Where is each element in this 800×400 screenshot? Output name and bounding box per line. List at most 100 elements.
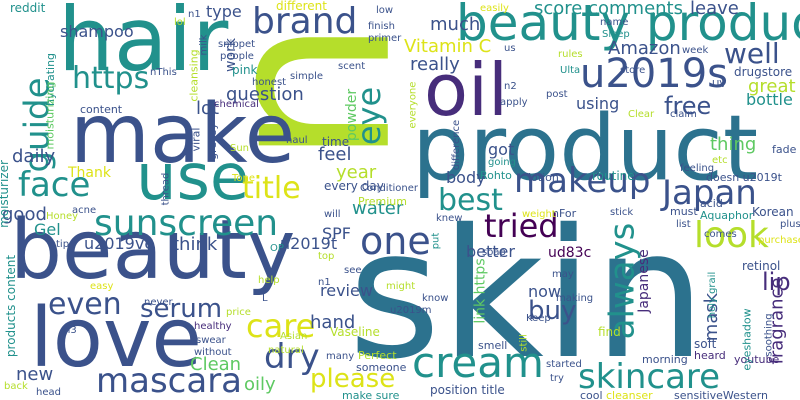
word-snippet: snippet	[218, 39, 256, 50]
word-buy: buy	[528, 296, 577, 326]
word-price: price	[226, 307, 251, 318]
word-ud83c: ud83c	[548, 245, 592, 261]
word-difference: difference	[451, 119, 463, 171]
word-find: find	[598, 325, 621, 339]
word-sleep: Sleep	[602, 29, 630, 40]
word-finish: finish	[368, 21, 395, 32]
word-everyone: everyone	[407, 81, 419, 129]
word-primer: primer	[368, 33, 402, 44]
word-help: help	[258, 275, 280, 286]
word-link-https: link https	[472, 258, 489, 324]
word-bottle: bottle	[746, 90, 793, 109]
word-skincare: skincare	[578, 357, 721, 397]
word-milk: milk	[198, 34, 210, 56]
word-better: better	[466, 242, 515, 261]
word-use: use	[136, 141, 250, 215]
word-please: please	[310, 364, 396, 394]
word-really: really	[410, 54, 460, 75]
word-put: put	[430, 232, 442, 250]
word-store: store	[620, 65, 646, 76]
word-vitamin-c: Vitamin C	[404, 36, 492, 57]
word-post: post	[546, 89, 568, 100]
word-holy-grail: holy grail	[707, 271, 719, 319]
word-hair: hair	[58, 0, 229, 91]
word-soothing: soothing	[763, 313, 775, 357]
word-clean: Clean	[190, 354, 242, 375]
word-lot: lot	[196, 98, 220, 119]
word-skin: skin	[348, 191, 707, 398]
word-review: review	[320, 281, 373, 300]
word-sensitivewestern: sensitiveWestern	[674, 389, 769, 400]
word-beauty: beauty	[10, 203, 296, 298]
word-got: got	[488, 140, 515, 159]
word-well: well	[724, 37, 780, 70]
word-must: must	[670, 205, 698, 218]
word-etc: etc	[712, 155, 728, 166]
word-new: new	[16, 364, 54, 385]
word-product: product	[412, 96, 759, 201]
word-love: love	[30, 291, 202, 386]
word-spf: SPF	[322, 224, 352, 243]
word-premium: Premium	[358, 195, 407, 208]
word-think: think	[172, 234, 218, 255]
word-nthis: nThis	[150, 67, 177, 78]
word-honey: Honey	[46, 211, 79, 222]
word-leave: leave	[690, 0, 739, 19]
word-care: care	[246, 307, 316, 345]
word-comes: comes	[704, 229, 737, 240]
word-reddit: reddit	[10, 1, 46, 15]
word-easy: easy	[90, 281, 114, 292]
word-scent: scent	[338, 61, 366, 72]
word-lol: lol	[174, 17, 186, 28]
word-acne: acne	[72, 205, 97, 216]
word-u2019t: u2019t	[280, 234, 338, 253]
word-might: might	[386, 281, 416, 292]
word-good: good	[2, 204, 47, 225]
word-using: using	[576, 94, 620, 113]
word-makeup: makeup	[514, 161, 651, 201]
word-clear: Clear	[628, 109, 655, 120]
word-one: one	[360, 219, 431, 263]
word-asian: Asian	[280, 331, 308, 342]
word-serum: serum	[140, 294, 223, 324]
word-acid: acid	[700, 197, 723, 210]
word-gel: Gel	[34, 220, 61, 239]
word-without: without	[194, 347, 232, 358]
word-u2019m: u2019m	[390, 305, 432, 316]
word-korean: Korean	[752, 205, 794, 219]
word-powder: powder	[344, 88, 361, 142]
word-swear: swear	[196, 335, 226, 346]
word-oily: oily	[244, 374, 276, 395]
word-fade: fade	[772, 143, 797, 156]
word-rules: rules	[558, 49, 583, 60]
word-position-title: position title	[430, 383, 505, 397]
word-feeling: feeling	[680, 163, 715, 174]
word-apply: apply	[500, 97, 528, 108]
word-retinol: retinol	[742, 259, 781, 273]
word-morning: morning	[642, 353, 688, 366]
word-week: week	[682, 45, 709, 56]
word-shampoo: shampoo	[60, 22, 134, 41]
word-different: different	[276, 0, 327, 13]
word-chemical: chemical	[214, 99, 259, 110]
word-best: best	[438, 183, 503, 218]
word-simple: simple	[290, 71, 324, 82]
word-many: many	[326, 351, 355, 362]
word-low: low	[376, 5, 394, 16]
word-sun: Sun	[230, 143, 250, 154]
word-japanese: Japanese	[635, 249, 652, 313]
word-youtube: youtube	[734, 353, 780, 366]
word-beauty-product: beauty product	[456, 0, 800, 52]
word-l: L	[262, 293, 268, 304]
word-uv: UV	[712, 79, 727, 90]
word-title: title	[242, 171, 301, 206]
word-viral: viral	[189, 127, 203, 152]
word-look: look	[694, 215, 769, 256]
word-thank: Thank	[68, 165, 111, 181]
word-feel: feel	[318, 144, 352, 165]
word-n1-mid: n1	[318, 277, 331, 288]
word-plus: plus	[780, 219, 800, 230]
word-will: will	[324, 209, 341, 220]
word-japan: Japan	[662, 173, 757, 213]
